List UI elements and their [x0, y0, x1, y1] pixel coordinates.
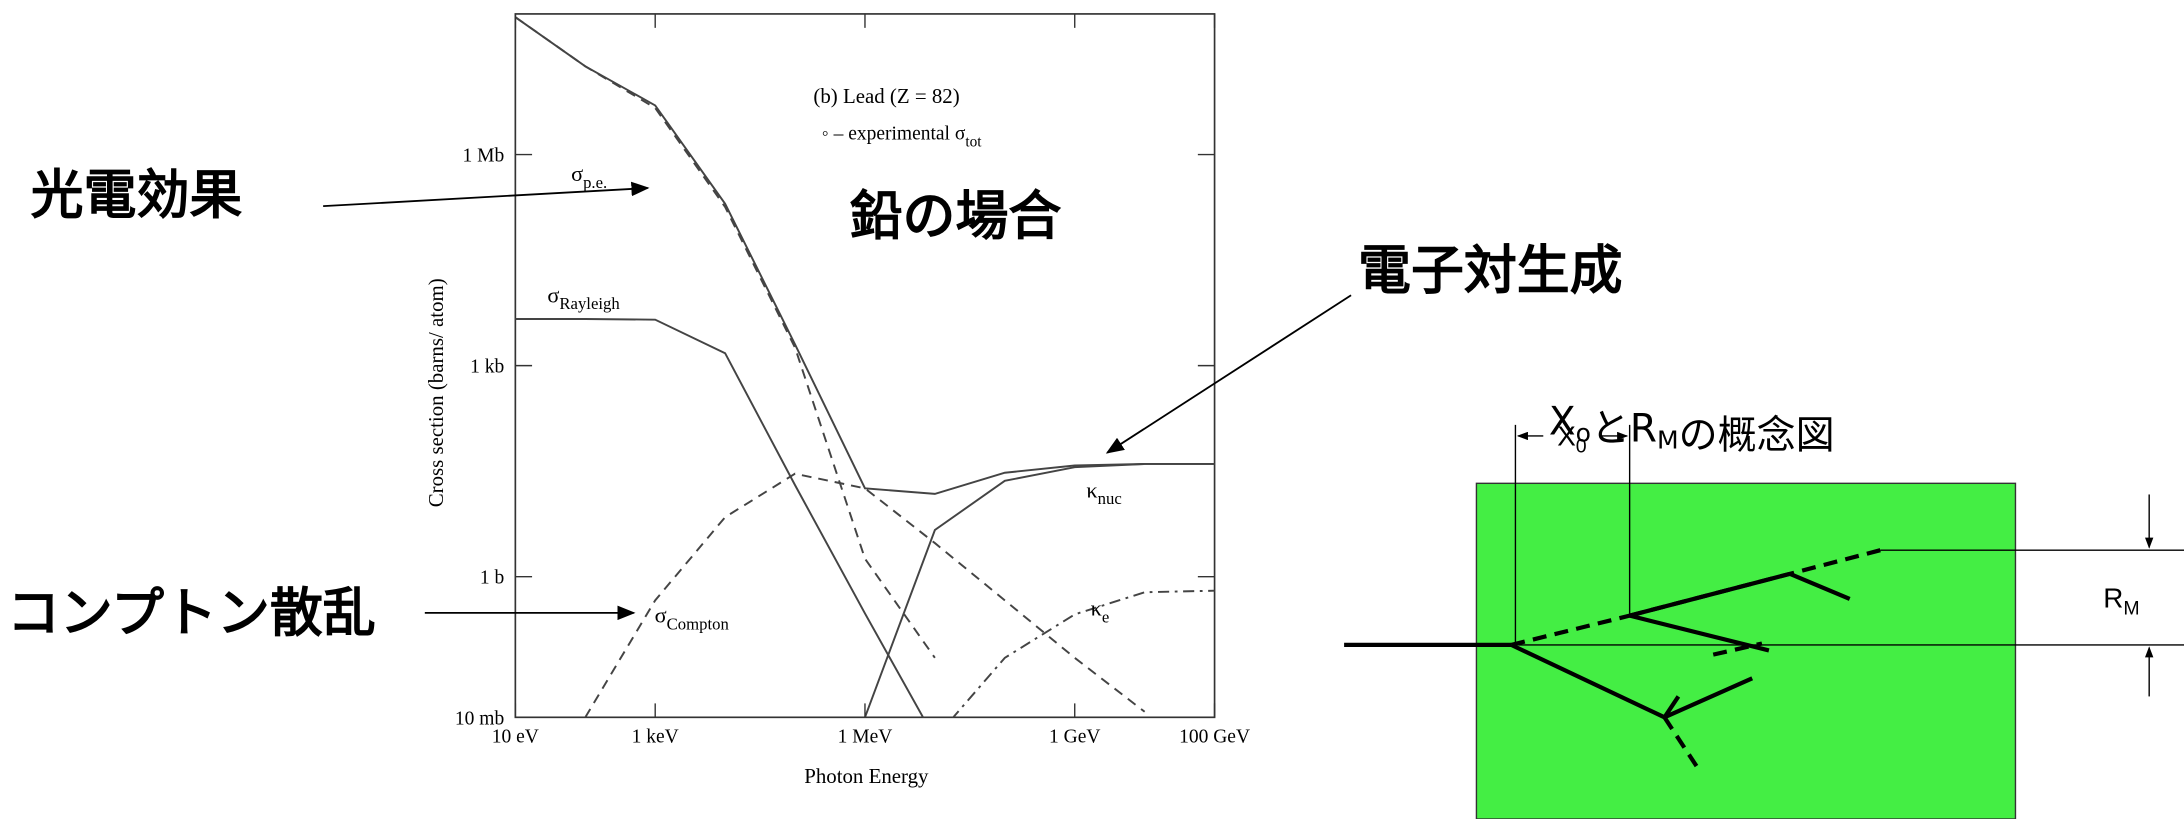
series-label: σp.e.: [571, 161, 607, 192]
x-axis-title: Photon Energy: [804, 764, 929, 788]
chart-title: (b) Lead (Z = 82): [813, 84, 959, 108]
x-tick-label: 1 keV: [632, 726, 679, 747]
x-tick-label: 1 GeV: [1049, 726, 1100, 747]
diagram: X0 RM XoとRMの概念図: [1344, 400, 2184, 819]
series-line: [585, 474, 1144, 718]
x-tick-label: 10 eV: [492, 726, 539, 747]
annotation: 電子対生成: [1358, 240, 1623, 301]
annotation: コンプトン散乱: [7, 583, 376, 644]
y-tick-label: 1 Mb: [462, 146, 504, 167]
annotation: 光電効果: [31, 165, 243, 226]
series-line: [515, 319, 935, 739]
x-tick-label: 100 GeV: [1179, 726, 1250, 747]
series-label: κe: [1091, 596, 1110, 627]
page: {"chart_data": {"type": "line", "title":…: [0, 0, 2184, 819]
series-line: [865, 464, 1215, 717]
y-tick-label: 1 kb: [470, 357, 504, 378]
x-tick-label: 1 MeV: [838, 726, 893, 747]
series-line: [515, 17, 935, 658]
arrow: [1107, 295, 1351, 452]
series-label: κnuc: [1086, 477, 1121, 508]
y-axis-title: Cross section (barns/ atom): [424, 278, 448, 507]
slide: (b) Lead (Z = 82) ◦ – experimental σtot …: [0, 0, 2184, 819]
chart-subtitle: ◦ – experimental σtot: [822, 123, 983, 150]
series-label: σCompton: [655, 603, 730, 634]
rm-label: RM: [2103, 582, 2139, 619]
annotation: 鉛の場合: [850, 186, 1062, 247]
y-tick-label: 1 b: [480, 568, 504, 589]
diagram-title: XoとRMの概念図: [1549, 400, 1835, 459]
y-tick-label: 10 mb: [455, 708, 504, 729]
absorber: [1476, 483, 2015, 819]
series-label: σRayleigh: [547, 282, 620, 313]
